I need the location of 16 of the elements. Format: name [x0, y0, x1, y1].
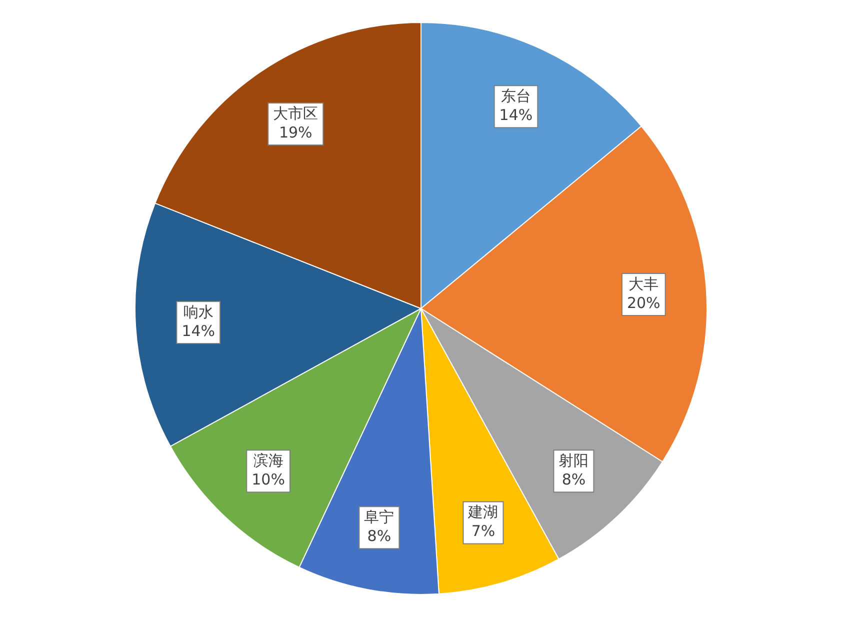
data-label: 8% [367, 527, 392, 546]
data-label: 7% [471, 522, 496, 540]
slice-label: 响水 [183, 302, 214, 321]
slice-label: 大丰 [628, 274, 659, 293]
data-label: 14% [182, 322, 216, 340]
slice-label: 阜宁 [364, 508, 394, 526]
slice-label: 大市区 [273, 104, 318, 122]
data-label: 14% [499, 106, 533, 124]
slice-label: 东台 [500, 87, 531, 106]
data-label: 8% [562, 470, 586, 489]
data-label: 19% [278, 123, 312, 142]
slice-label: 建湖 [467, 503, 498, 522]
slice-label: 射阳 [558, 452, 589, 470]
data-label: 10% [252, 470, 285, 489]
data-label: 20% [626, 294, 660, 312]
slice-label: 滨海 [253, 452, 284, 470]
